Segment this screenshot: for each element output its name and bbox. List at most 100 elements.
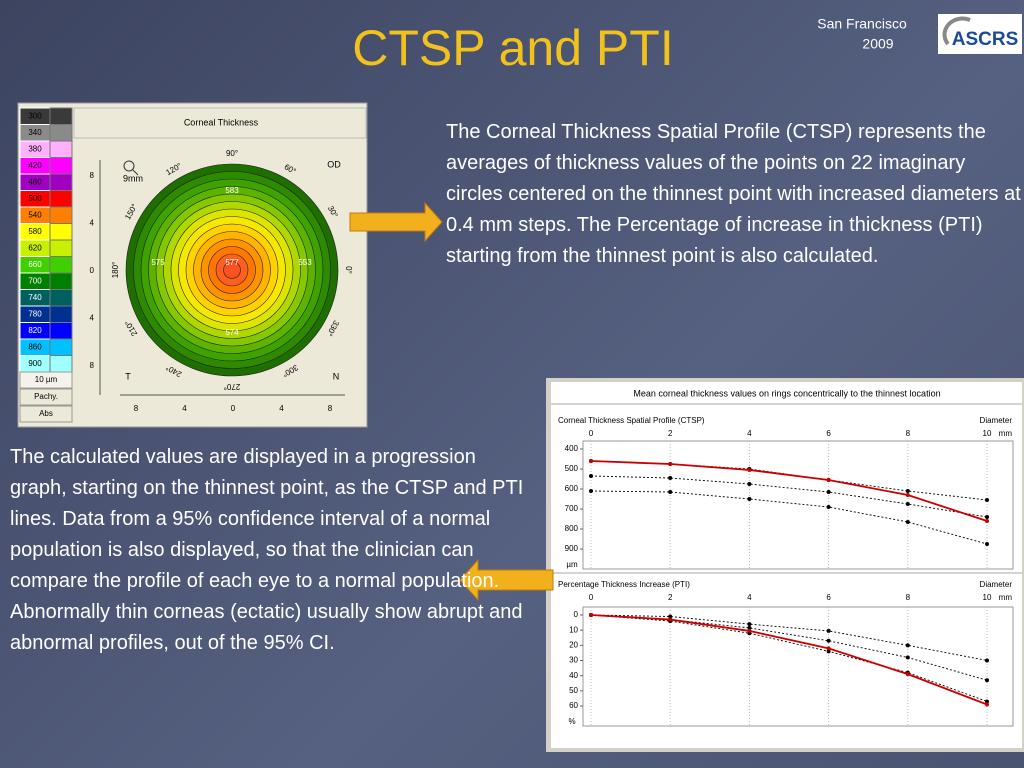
series-point [589,613,593,617]
angle-label: 270° [224,382,241,391]
map-nasal: N [333,371,340,381]
series-point [985,658,989,663]
x-tick-label: 10 [983,593,992,602]
scale-label: 460 [28,178,42,187]
series-line [590,614,988,681]
plot-area [582,606,1014,727]
series-point [747,622,752,627]
scale-swatch [49,206,73,224]
scale-swatch [49,305,73,323]
series-line [590,460,988,522]
scale-swatch [49,223,73,241]
map-header [73,107,367,139]
point-value: 574 [225,328,239,337]
map-eye: OD [327,159,341,169]
series-point [826,490,831,494]
series-point [905,643,910,648]
series-point [668,490,673,494]
scale-label: 700 [28,277,42,286]
y-unit: % [568,717,575,726]
point-value: 577 [225,258,239,267]
panel-title: Percentage Thickness Increase (PTI) [558,580,690,589]
series-point [589,459,593,463]
arrow-left [459,558,554,602]
magnifier-handle [132,169,139,176]
y-tick-label: 10 [569,625,578,634]
series-point [668,617,673,622]
series-point [747,482,752,486]
map-size: 9mm [123,173,143,183]
y-tick-label: 400 [565,444,579,453]
map-x-tick: 4 [279,404,284,413]
x-tick-label: 8 [906,593,911,602]
panel-title: Corneal Thickness Spatial Profile (CTSP) [558,416,705,425]
map-y-tick: 4 [90,219,95,228]
graph-title: Mean corneal thickness values on rings c… [633,388,940,398]
scale-label: 300 [28,112,42,121]
scale-label: 740 [28,293,42,302]
button [19,388,73,406]
map-y-tick: 4 [90,314,95,323]
map-title: Corneal Thickness [184,117,259,127]
angle-label: 180° [111,262,120,279]
series-point [668,614,673,619]
point-value: 575 [151,258,165,267]
series-line [590,614,988,702]
map-x-tick: 4 [182,404,187,413]
x-label: Diameter [980,416,1013,425]
plot-area [582,440,1014,570]
series-point [905,502,910,506]
scale-swatch [49,107,73,125]
y-tick-label: 40 [569,671,578,680]
venue: San Francisco [817,16,907,32]
angle-label: 0° [344,266,353,274]
scale-label: 580 [28,227,42,236]
series-point [905,520,910,524]
angle-label: 90° [226,149,238,158]
y-tick-label: 900 [565,544,579,553]
left-text-2: Abnormally thin corneas (ectatic) usuall… [10,601,523,654]
x-tick-label: 6 [826,593,831,602]
left-text-1: The calculated values are displayed in a… [10,446,524,592]
scale-label: 340 [28,128,42,137]
scale-swatch [49,239,73,257]
map-temporal: T [125,371,131,381]
x-tick-label: 0 [589,429,594,438]
y-tick-label: 60 [569,701,578,710]
button-label: Abs [39,409,53,418]
x-unit: mm [999,593,1013,602]
graph-bg [551,382,1022,748]
series-point [826,478,831,482]
scale-swatch [49,190,73,208]
scale-swatch [49,355,73,373]
y-tick-label: 30 [569,656,578,665]
series-point [985,702,989,707]
x-tick-label: 6 [826,429,831,438]
series-point [747,628,752,633]
right-text: The Corneal Thickness Spatial Profile (C… [446,121,1021,267]
x-label: Diameter [980,580,1013,589]
series-point [826,628,831,633]
series-point [668,462,673,466]
year: 2009 [862,36,893,52]
y-tick-label: 500 [565,464,579,473]
button [19,405,73,423]
scale-unit: 10 µm [35,375,58,384]
map-x-tick: 8 [328,404,333,413]
scale-label: 540 [28,211,42,220]
x-tick-label: 0 [589,593,594,602]
series-point [826,646,831,651]
series-point [985,542,989,546]
series-point [826,505,831,509]
x-unit: mm [999,429,1013,438]
series-point [826,649,831,654]
x-tick-label: 2 [668,593,673,602]
scale-label: 820 [28,326,42,335]
series-point [985,678,989,683]
series-point [668,476,673,480]
scale-label: 500 [28,194,42,203]
scale-label: 420 [28,161,42,170]
scale-swatch [49,157,73,175]
